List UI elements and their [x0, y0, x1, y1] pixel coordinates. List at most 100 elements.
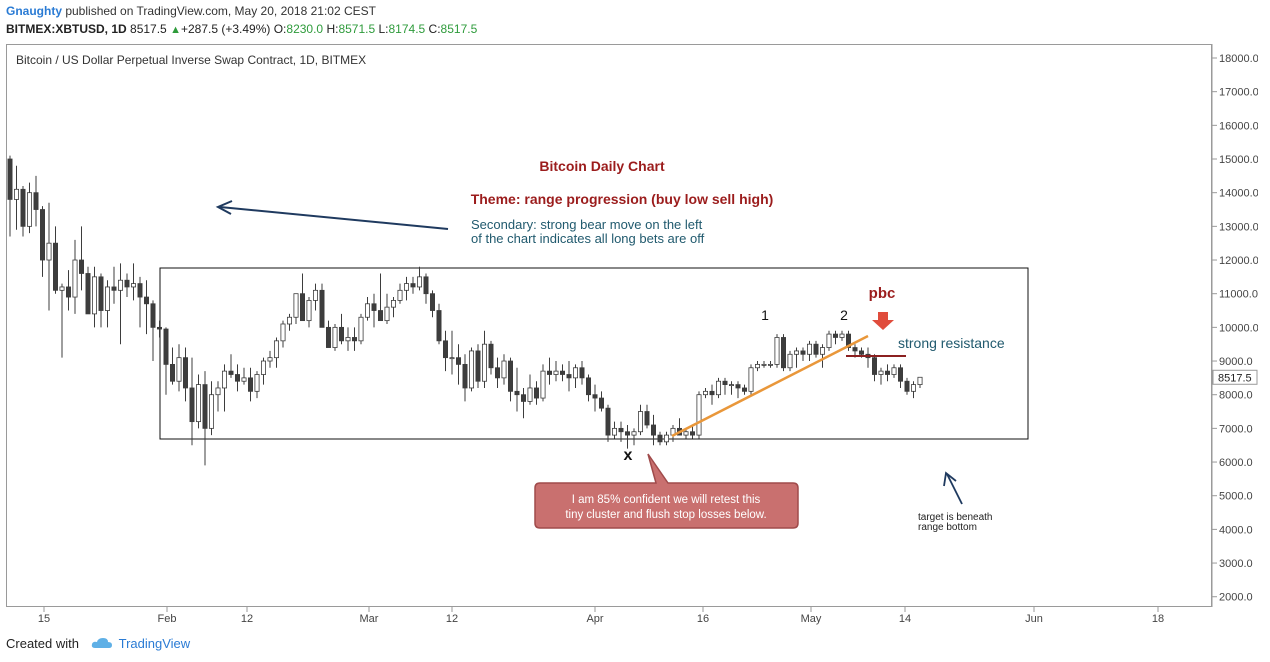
- last-price-box: [1212, 369, 1258, 385]
- candle: [260, 357, 266, 385]
- y-tick-label: 3000.0: [1219, 558, 1253, 570]
- y-tick-label: 7000.0: [1219, 423, 1253, 435]
- candle-body: [254, 374, 260, 392]
- candle: [800, 347, 806, 362]
- candle: [709, 384, 715, 405]
- candle: [241, 367, 247, 385]
- candle: [872, 354, 878, 382]
- candle-body: [774, 337, 780, 365]
- candle: [7, 155, 13, 237]
- candle: [397, 283, 403, 304]
- callout-line-2: tiny cluster and flush stop losses below…: [565, 509, 766, 521]
- candle: [267, 350, 273, 368]
- candle: [143, 280, 149, 335]
- candle: [410, 276, 416, 294]
- candle: [345, 327, 351, 351]
- candle: [768, 361, 774, 368]
- candle: [527, 374, 533, 405]
- candle-body: [208, 394, 214, 429]
- candle: [208, 381, 214, 436]
- candle-body: [573, 367, 579, 379]
- candle: [618, 421, 624, 442]
- price-chart[interactable]: Bitcoin / US Dollar Perpetual Inverse Sw…: [6, 44, 1258, 627]
- label-2: 2: [840, 307, 848, 323]
- candle-body: [807, 343, 813, 355]
- candle: [247, 367, 253, 402]
- candle-body: [748, 367, 754, 392]
- y-tick-label: 15000.0: [1219, 154, 1258, 166]
- candle: [20, 185, 26, 237]
- x-tick-label: 14: [899, 613, 911, 625]
- candle-body: [859, 350, 865, 355]
- candle-body: [221, 370, 227, 389]
- price-change: +287.5 (+3.49%): [180, 22, 271, 36]
- candle: [228, 354, 234, 378]
- candle: [92, 266, 98, 328]
- candle: [514, 367, 520, 412]
- candle: [703, 387, 709, 399]
- range-box: [159, 267, 1029, 440]
- callout-bubble: [534, 453, 799, 529]
- low-value: 8174.5: [388, 22, 426, 36]
- candle: [696, 391, 702, 439]
- tradingview-link[interactable]: TradingView: [118, 636, 191, 651]
- author-link[interactable]: Gnaughty: [6, 4, 62, 18]
- high-value: 8571.5: [338, 22, 376, 36]
- candle-body: [358, 316, 364, 342]
- candle: [540, 364, 546, 402]
- candle: [625, 425, 631, 449]
- candle: [273, 337, 279, 368]
- candle: [573, 364, 579, 388]
- x-tick-label: Feb: [158, 613, 177, 625]
- candle-body: [592, 394, 598, 399]
- candle: [215, 381, 221, 412]
- candle: [358, 313, 364, 345]
- candle-body: [683, 431, 689, 436]
- candle-body: [7, 158, 13, 200]
- candle-body: [872, 357, 878, 375]
- candle-body: [618, 427, 624, 433]
- candle-body: [833, 333, 839, 338]
- candle: [826, 330, 832, 351]
- candle: [560, 364, 566, 382]
- candle-body: [189, 387, 195, 423]
- candle: [781, 334, 787, 372]
- secondary-annotation-line-2: of the chart indicates all long bets are…: [471, 231, 705, 246]
- y-tick-label: 16000.0: [1219, 120, 1258, 132]
- candle-body: [481, 343, 487, 382]
- candle-body: [638, 411, 644, 433]
- candle: [377, 273, 383, 322]
- target-line-1: target is beneath: [918, 512, 993, 523]
- candle: [455, 344, 461, 385]
- y-tick-label: 12000.0: [1219, 255, 1258, 267]
- candle-body: [105, 286, 111, 311]
- candle-body: [306, 300, 312, 322]
- tradingview-cloud-icon: [91, 638, 112, 648]
- chart-title: Bitcoin / US Dollar Perpetual Inverse Sw…: [16, 53, 366, 67]
- candle-body: [280, 323, 286, 342]
- candle-body: [163, 328, 169, 365]
- candle-body: [494, 367, 500, 379]
- candle-body: [72, 259, 78, 298]
- candle: [429, 290, 435, 318]
- candle: [735, 381, 741, 399]
- candle-body: [53, 242, 59, 291]
- candle-body: [312, 289, 318, 301]
- candle: [169, 347, 175, 385]
- candle: [33, 175, 39, 227]
- x-tick-label: 12: [446, 613, 458, 625]
- y-axis: 18000.0 17000.0 16000.0 15000.0 14000.0 13000…: [1212, 53, 1258, 604]
- candle: [26, 182, 32, 234]
- candle-body: [612, 427, 618, 436]
- candle-body: [364, 303, 370, 318]
- left-arrow-icon: [215, 200, 449, 230]
- candle: [462, 354, 468, 402]
- candle-body: [514, 390, 520, 396]
- candle: [553, 361, 559, 382]
- candle-body: [384, 306, 390, 322]
- candle-body: [241, 377, 247, 382]
- created-with-label: Created with: [6, 636, 79, 651]
- candle: [189, 357, 195, 446]
- candle: [807, 340, 813, 362]
- candle-body: [729, 384, 735, 386]
